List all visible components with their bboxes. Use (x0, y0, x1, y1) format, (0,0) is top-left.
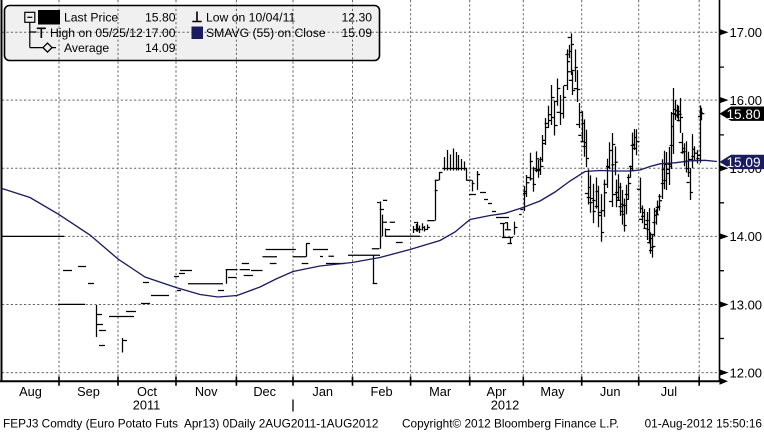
svg-text:Average: Average (64, 41, 109, 55)
svg-text:Low on 10/04/11: Low on 10/04/11 (206, 11, 295, 25)
svg-text:15.80: 15.80 (145, 11, 176, 25)
svg-text:Mar: Mar (429, 384, 452, 399)
svg-text:17.00: 17.00 (730, 25, 763, 40)
svg-text:01-Aug-2012 15:50:16: 01-Aug-2012 15:50:16 (645, 417, 763, 431)
svg-text:2011: 2011 (133, 398, 161, 413)
svg-text:12.00: 12.00 (730, 365, 763, 380)
svg-text:14.09: 14.09 (145, 41, 176, 55)
svg-text:15.09: 15.09 (342, 26, 373, 40)
svg-text:Aug: Aug (19, 384, 42, 399)
svg-text:SMAVG (55) on Close: SMAVG (55) on Close (206, 26, 326, 40)
svg-text:Jul: Jul (661, 384, 677, 399)
svg-text:12.30: 12.30 (342, 11, 373, 25)
svg-text:Copyright© 2012 Bloomberg Fina: Copyright© 2012 Bloomberg Finance L.P. (402, 417, 619, 431)
svg-text:15.80: 15.80 (727, 107, 761, 122)
svg-text:May: May (540, 384, 565, 399)
svg-text:High on 05/25/12: High on 05/25/12 (50, 26, 143, 40)
svg-text:Feb: Feb (371, 384, 393, 399)
svg-text:Nov: Nov (195, 384, 218, 399)
svg-text:13.00: 13.00 (730, 297, 763, 312)
svg-text:16.00: 16.00 (730, 93, 763, 108)
svg-text:Last Price: Last Price (64, 11, 118, 25)
svg-text:2012: 2012 (491, 398, 519, 413)
svg-text:Jun: Jun (600, 384, 621, 399)
svg-text:14.00: 14.00 (730, 229, 763, 244)
svg-text:Dec: Dec (253, 384, 276, 399)
svg-text:Sep: Sep (77, 384, 100, 399)
svg-text:Apr: Apr (487, 384, 508, 399)
svg-text:Oct: Oct (137, 384, 157, 399)
svg-text:17.00: 17.00 (145, 26, 176, 40)
svg-text:15.09: 15.09 (727, 155, 761, 170)
svg-text:FEPJ3 Comdty (Euro Potato Futs: FEPJ3 Comdty (Euro Potato Futs Apr13) 0D… (3, 417, 379, 431)
svg-text:Jan: Jan (312, 384, 333, 399)
